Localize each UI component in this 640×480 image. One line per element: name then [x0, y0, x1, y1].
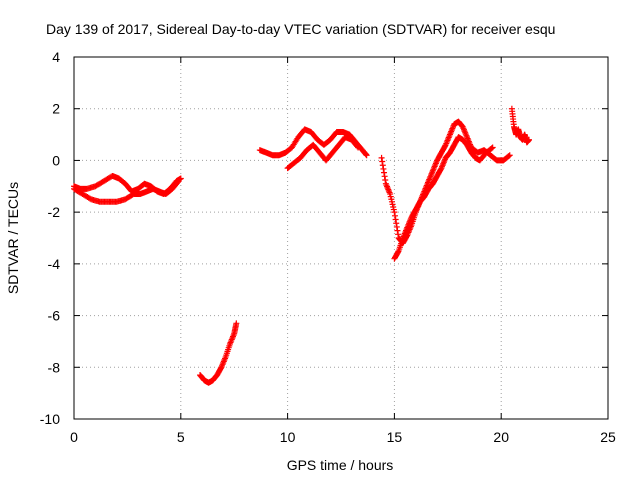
- data-point: [233, 320, 240, 327]
- marks-layer: [71, 105, 532, 386]
- data-point: [393, 223, 400, 230]
- x-tick-label: 5: [177, 429, 185, 445]
- x-tick-label: 25: [600, 429, 616, 445]
- data-point: [394, 227, 401, 234]
- data-point: [174, 179, 181, 186]
- data-point: [525, 136, 532, 143]
- data-point: [355, 144, 362, 151]
- y-axis-label: SDTVAR / TECUs: [5, 182, 21, 294]
- y-tick-label: 2: [52, 101, 60, 117]
- y-tick-label: -10: [40, 411, 60, 427]
- chart-title: Day 139 of 2017, Sidereal Day-to-day VTE…: [46, 21, 555, 37]
- data-point: [381, 169, 388, 176]
- x-tick-label: 0: [70, 429, 78, 445]
- data-point: [379, 162, 386, 169]
- data-point: [506, 152, 513, 159]
- data-point: [354, 143, 361, 150]
- data-point: [395, 231, 402, 238]
- x-tick-label: 15: [387, 429, 403, 445]
- data-point: [363, 152, 370, 159]
- y-tick-label: 4: [52, 49, 60, 65]
- data-point: [488, 145, 495, 152]
- y-tick-label: -8: [48, 359, 61, 375]
- x-axis-label: GPS time / hours: [287, 457, 394, 473]
- data-point: [381, 173, 388, 180]
- data-point: [379, 158, 386, 165]
- data-point: [489, 144, 496, 151]
- y-tick-label: -4: [48, 256, 61, 272]
- y-tick-label: 0: [52, 152, 60, 168]
- data-point: [392, 216, 399, 223]
- data-point: [505, 152, 512, 159]
- data-point: [363, 151, 370, 158]
- data-point: [175, 178, 182, 185]
- data-point: [393, 220, 400, 227]
- y-tick-label: -6: [48, 308, 61, 324]
- x-tick-label: 20: [493, 429, 509, 445]
- data-point: [378, 154, 385, 161]
- data-point: [395, 249, 402, 256]
- grid-layer: [74, 57, 608, 419]
- data-point: [382, 177, 389, 184]
- data-point: [380, 165, 387, 172]
- x-tick-label: 10: [280, 429, 296, 445]
- plot-frame: [73, 56, 609, 420]
- data-point: [392, 212, 399, 219]
- y-tick-label: -2: [48, 204, 61, 220]
- data-point: [391, 209, 398, 216]
